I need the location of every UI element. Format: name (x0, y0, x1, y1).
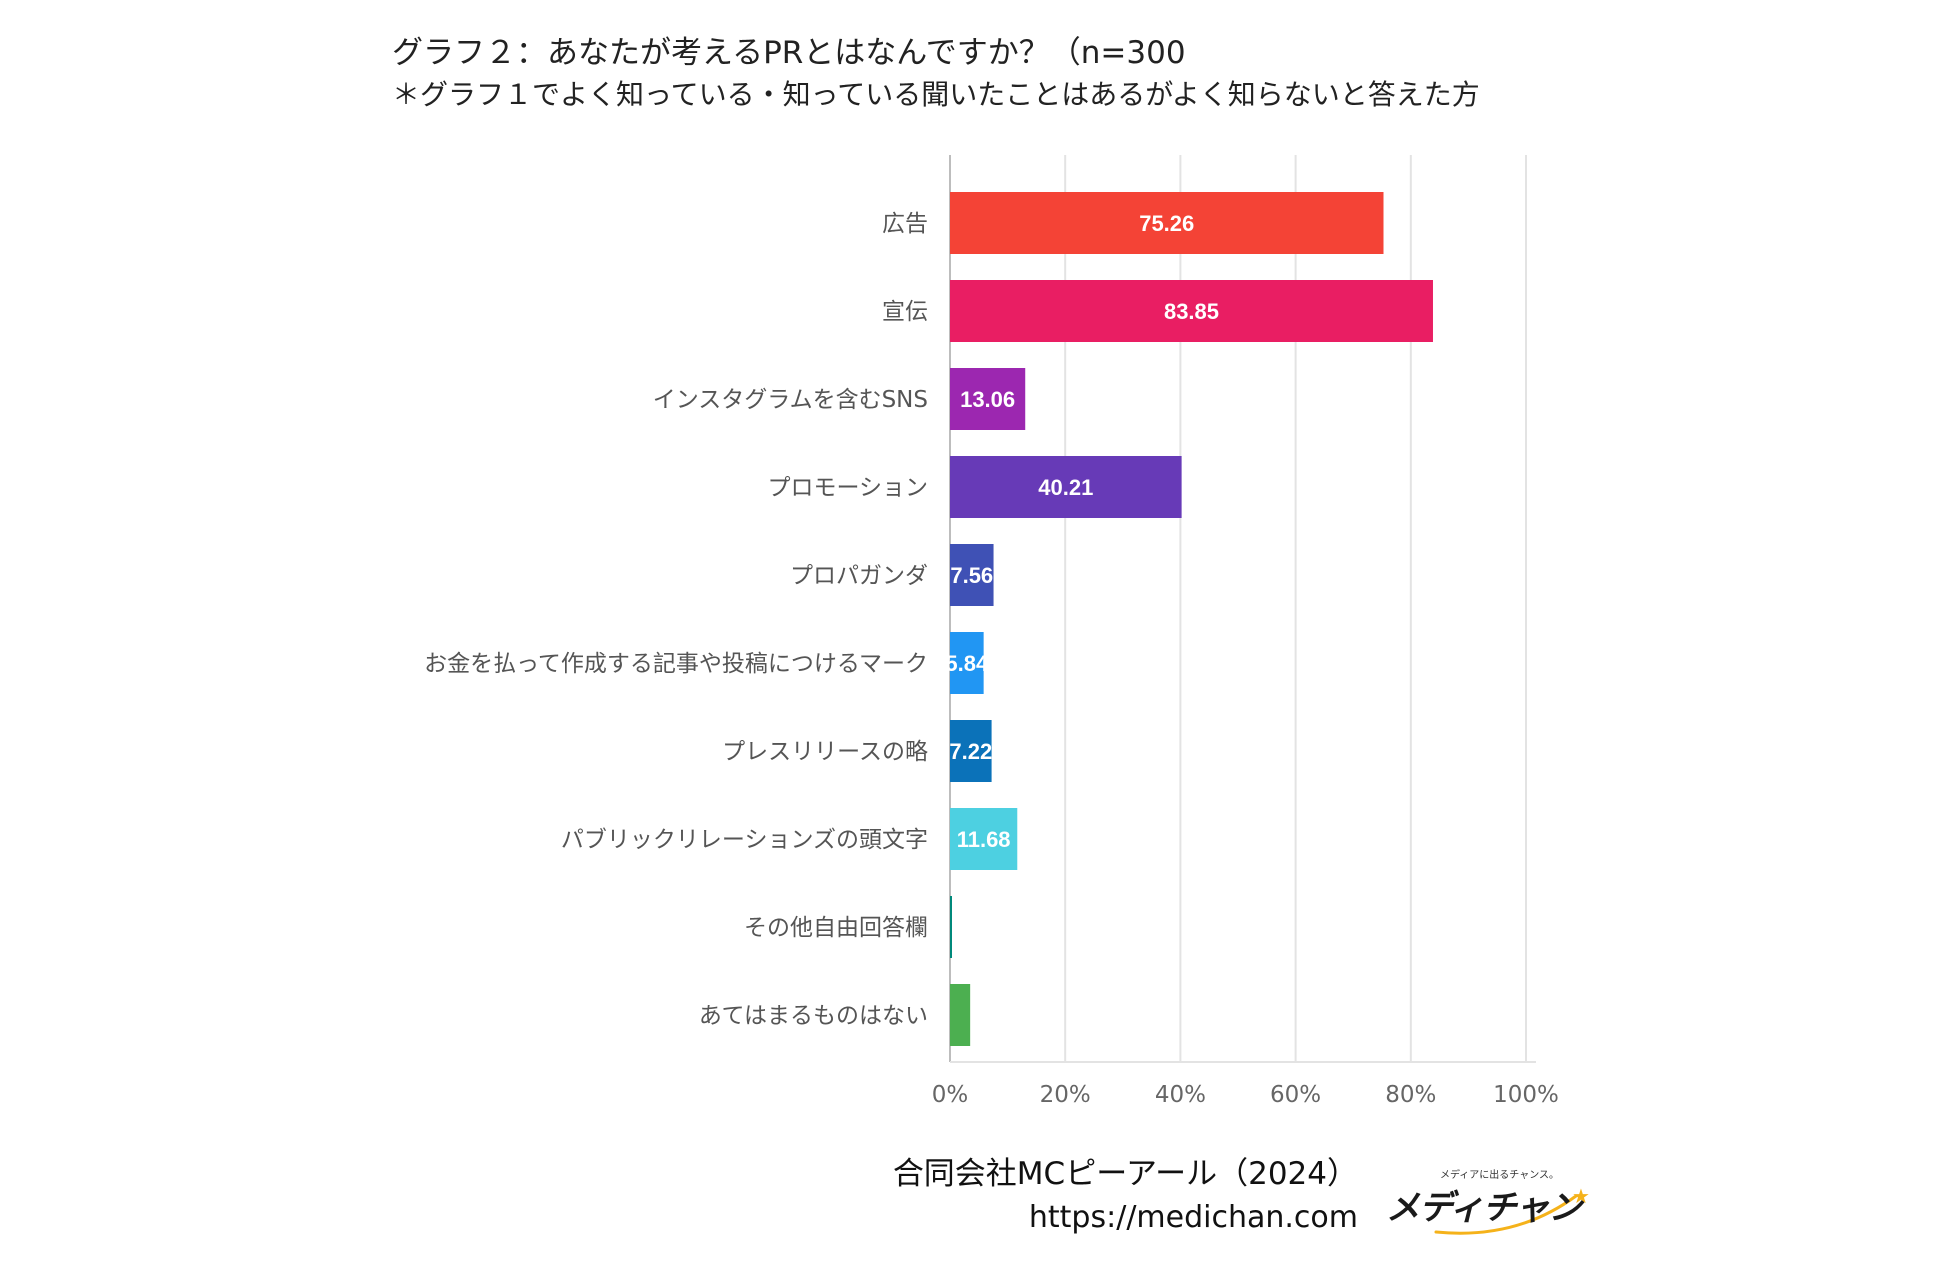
bar (950, 456, 1182, 518)
bar (950, 808, 1018, 870)
category-label: その他自由回答欄 (744, 915, 928, 941)
logo-swoosh-icon (1434, 1194, 1578, 1235)
title-line-1: グラフ２：あなたが考えるPRとはなんですか？（n=300 (392, 35, 1186, 71)
data-label: 5.84 (945, 651, 989, 676)
data-label: 11.68 (957, 827, 1011, 852)
logo-tagline: メディアに出るチャンス。 (1440, 1170, 1559, 1181)
category-label: お金を払って作成する記事や投稿につけるマーク (424, 651, 928, 677)
data-label: 7.22 (949, 739, 992, 764)
category-label: プロパガンダ (790, 563, 928, 589)
x-tick-label: 80% (1385, 1082, 1436, 1108)
bar (950, 720, 992, 782)
bar (950, 984, 971, 1046)
data-label: 83.85 (1164, 299, 1219, 324)
logo-star-icon: ★ (1572, 1184, 1590, 1208)
category-label: あてはまるものはない (699, 1003, 928, 1029)
bar (950, 544, 994, 606)
title-line-2: ＊グラフ１でよく知っている・知っている聞いたことはあるがよく知らないと答えた方 (392, 78, 1480, 111)
category-label: パブリックリレーションズの頭文字 (561, 827, 928, 853)
data-label: 75.26 (1139, 211, 1194, 236)
category-label: プレスリリースの略 (722, 739, 928, 765)
data-label: 40.21 (1038, 475, 1093, 500)
bar (950, 632, 984, 694)
data-label: 13.06 (960, 387, 1015, 412)
medichan-logo: メディアに出るチャンス。 メディチャン ★ (1386, 1166, 1590, 1238)
x-tick-label: 60% (1270, 1082, 1321, 1108)
category-label: インスタグラムを含むSNS (653, 387, 928, 413)
x-tick-label: 0% (932, 1082, 969, 1108)
logo-wordmark: メディチャン (1386, 1188, 1582, 1228)
x-tick-label: 100% (1493, 1082, 1559, 1108)
category-label: 広告 (882, 211, 928, 237)
x-tick-label: 40% (1155, 1082, 1206, 1108)
bar (950, 896, 952, 958)
credit-url[interactable]: https://medichan.com (1028, 1200, 1358, 1235)
category-label: プロモーション (767, 475, 928, 501)
bar (950, 192, 1384, 254)
credit-company: 合同会社MCピーアール（2024） (892, 1156, 1358, 1192)
bar (950, 368, 1026, 430)
data-label: 7.56 (950, 563, 993, 588)
chart-title: グラフ２：あなたが考えるPRとはなんですか？（n=300 ＊グラフ１でよく知って… (392, 32, 1480, 116)
category-label: 宣伝 (882, 299, 928, 325)
credit-block: 合同会社MCピーアール（2024） https://medichan.com (893, 1152, 1358, 1240)
x-tick-label: 20% (1040, 1082, 1091, 1108)
bar (950, 280, 1433, 342)
